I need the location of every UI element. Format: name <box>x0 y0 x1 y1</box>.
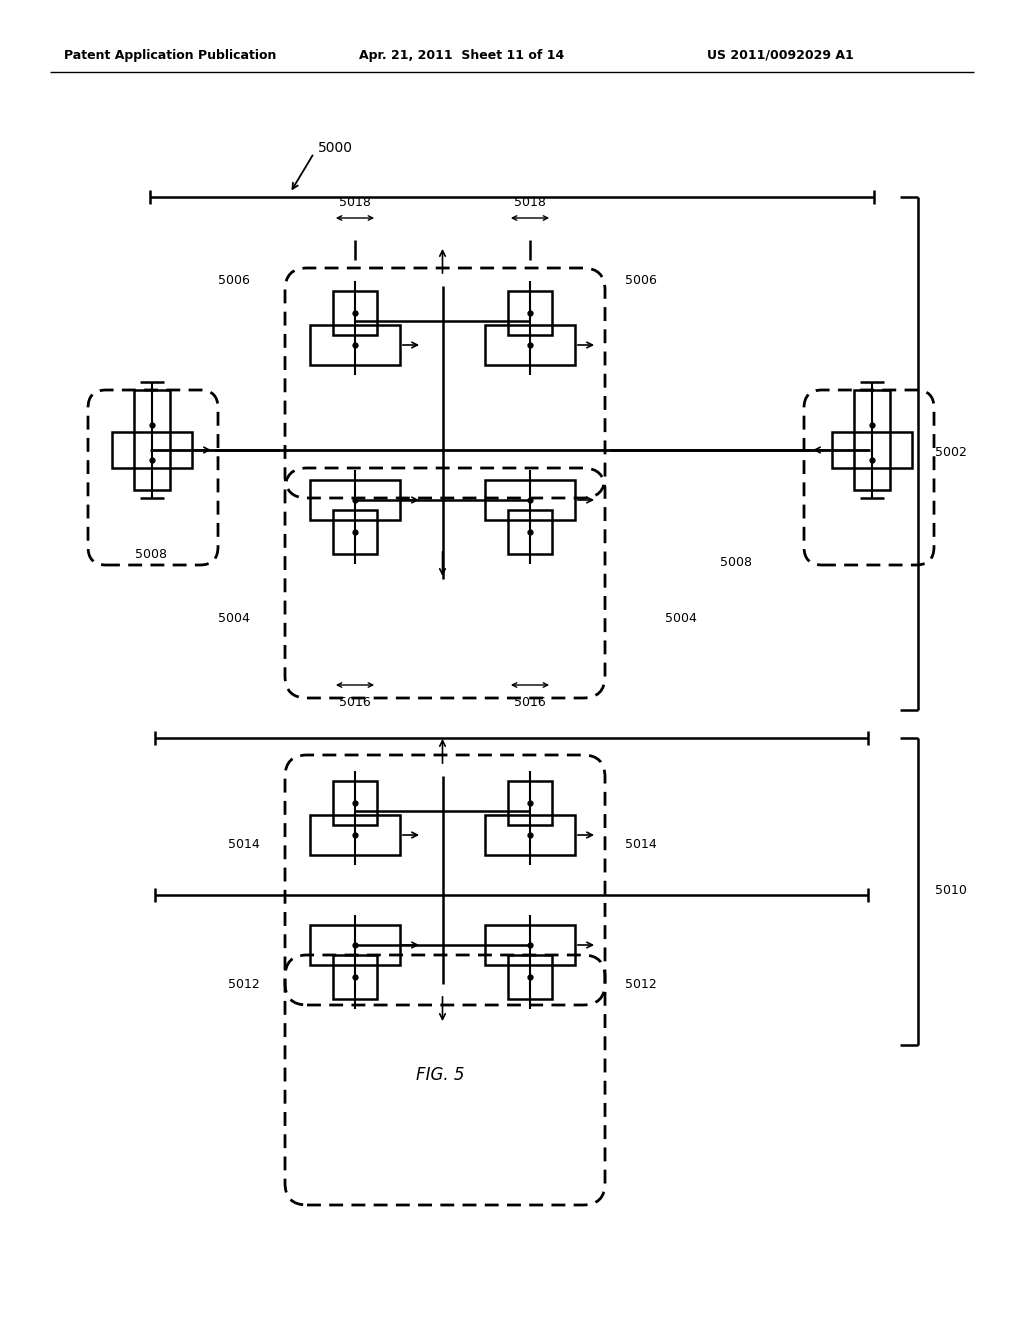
Bar <box>508 510 552 554</box>
Text: 5002: 5002 <box>935 446 967 459</box>
Text: 5006: 5006 <box>625 273 656 286</box>
Bar <box>333 954 377 999</box>
Bar <box>485 325 575 366</box>
Text: 5014: 5014 <box>228 838 260 851</box>
Bar <box>333 781 377 825</box>
Bar <box>310 925 400 965</box>
Bar <box>485 480 575 520</box>
Bar <box>508 290 552 335</box>
Text: 5014: 5014 <box>625 838 656 851</box>
Text: 5004: 5004 <box>218 611 250 624</box>
Text: FIG. 5: FIG. 5 <box>416 1067 464 1084</box>
Text: US 2011/0092029 A1: US 2011/0092029 A1 <box>707 49 853 62</box>
Bar <box>112 432 193 469</box>
Bar <box>310 325 400 366</box>
Text: 5008: 5008 <box>720 556 752 569</box>
Text: 5004: 5004 <box>665 611 697 624</box>
Text: 5012: 5012 <box>625 978 656 991</box>
Text: Apr. 21, 2011  Sheet 11 of 14: Apr. 21, 2011 Sheet 11 of 14 <box>359 49 564 62</box>
Text: 5006: 5006 <box>218 273 250 286</box>
Text: 5000: 5000 <box>318 141 353 154</box>
Bar <box>134 389 170 490</box>
Bar <box>333 510 377 554</box>
Bar <box>831 432 912 469</box>
Text: 5016: 5016 <box>339 697 371 710</box>
Bar <box>310 480 400 520</box>
Text: Patent Application Publication: Patent Application Publication <box>63 49 276 62</box>
Bar <box>508 781 552 825</box>
Bar <box>485 814 575 855</box>
Text: 5016: 5016 <box>514 697 546 710</box>
Bar <box>854 389 890 490</box>
Text: 5012: 5012 <box>228 978 260 991</box>
Text: 5018: 5018 <box>339 197 371 210</box>
Text: 5018: 5018 <box>514 197 546 210</box>
Text: 5010: 5010 <box>935 884 967 898</box>
Bar <box>310 814 400 855</box>
Bar <box>508 954 552 999</box>
Bar <box>485 925 575 965</box>
Bar <box>333 290 377 335</box>
Text: 5008: 5008 <box>135 549 167 561</box>
